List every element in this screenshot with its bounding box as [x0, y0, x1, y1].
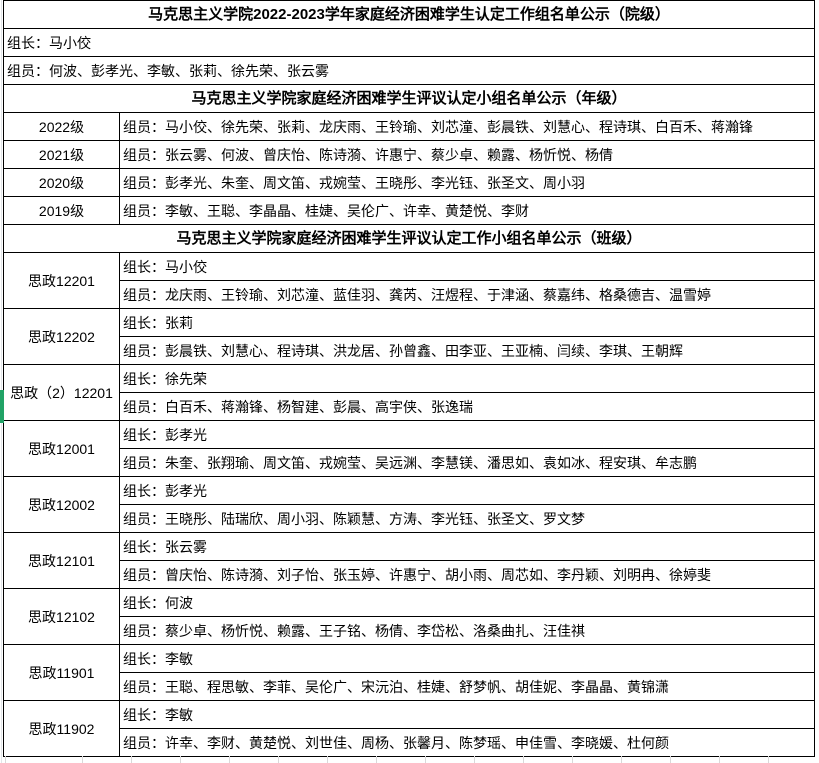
table-row: 思政12002 组长：彭孝光: [3, 476, 815, 533]
title-class-level[interactable]: 马克思主义学院家庭经济困难学生评议认定工作小组名单公示（班级）: [3, 224, 815, 253]
class-leader-cell[interactable]: 组长：彭孝光: [119, 420, 815, 449]
table-row: 组员：何波、彭孝光、李敏、张莉、徐先荣、张云雾: [3, 56, 815, 85]
announcement-table: 马克思主义学院2022-2023学年家庭经济困难学生认定工作组名单公示（院级） …: [3, 0, 815, 757]
table-row: 马克思主义学院家庭经济困难学生评议认定工作小组名单公示（班级）: [3, 224, 815, 253]
class-leader-cell[interactable]: 组长：何波: [119, 588, 815, 617]
table-row: 思政12102 组长：何波: [3, 588, 815, 645]
grade-members-cell[interactable]: 组员：李敏、王聪、李晶晶、桂婕、吴伦广、许幸、黄楚悦、李财: [119, 196, 815, 225]
table-row: 思政（2）12201 组长：徐先荣: [3, 364, 815, 421]
table-row: 组员：蔡少卓、杨忻悦、赖露、王子铭、杨倩、李岱松、洛桑曲扎、汪佳祺: [4, 616, 815, 645]
table-row: 思政12201 组长：马小佼: [3, 252, 815, 309]
table-row: 2022级 组员：马小佼、徐先荣、张莉、龙庆雨、王铃瑜、刘芯潼、彭晨铁、刘慧心、…: [3, 112, 815, 141]
class-label[interactable]: 思政12201: [3, 252, 120, 309]
class-members-cell[interactable]: 组员：王晓彤、陆瑞欣、周小羽、陈颖慧、方涛、李光钰、张圣文、罗文梦: [119, 504, 815, 533]
class-label[interactable]: 思政12002: [3, 476, 120, 533]
grade-label[interactable]: 2022级: [3, 112, 120, 141]
grade-label[interactable]: 2019级: [3, 196, 120, 225]
table-row: 思政12202 组长：张莉: [3, 308, 815, 365]
table-row: 思政12101 组长：张云雾: [3, 532, 815, 589]
class-members-cell[interactable]: 组员：彭晨铁、刘慧心、程诗琪、洪龙居、孙曾鑫、田李亚、王亚楠、闫续、李琪、王朝辉: [119, 336, 815, 365]
table-row: 组员：许幸、李财、黄楚悦、刘世佳、周杨、张馨月、陈梦瑶、申佳雪、李晓媛、杜何颜: [4, 728, 815, 757]
class-leader-cell[interactable]: 组长：马小佼: [119, 252, 815, 281]
class-leader-cell[interactable]: 组长：李敏: [119, 644, 815, 673]
grade-members-cell[interactable]: 组员：彭孝光、朱奎、周文笛、戎婉莹、王晓彤、李光钰、张圣文、周小羽: [119, 168, 815, 197]
table-row: 马克思主义学院家庭经济困难学生评议认定小组名单公示（年级）: [3, 84, 815, 113]
table-row: 组员：朱奎、张翔瑜、周文笛、戎婉莹、吴远渊、李慧镁、潘思如、袁如冰、程安琪、牟志…: [4, 448, 815, 477]
grade-label[interactable]: 2021级: [3, 140, 120, 169]
table-row: 马克思主义学院2022-2023学年家庭经济困难学生认定工作组名单公示（院级）: [3, 0, 815, 29]
class-members-cell[interactable]: 组员：曾庆怡、陈诗漪、刘子怡、张玉婷、许惠宁、胡小雨、周芯如、李丹颖、刘明冉、徐…: [119, 560, 815, 589]
table-row: 思政12001 组长：彭孝光: [3, 420, 815, 477]
class-members-cell[interactable]: 组员：朱奎、张翔瑜、周文笛、戎婉莹、吴远渊、李慧镁、潘思如、袁如冰、程安琪、牟志…: [119, 448, 815, 477]
class-leader-cell[interactable]: 组长：彭孝光: [119, 476, 815, 505]
sheet-gridline: [1, 0, 2, 763]
table-row: 2019级 组员：李敏、王聪、李晶晶、桂婕、吴伦广、许幸、黄楚悦、李财: [3, 196, 815, 225]
college-leader-cell[interactable]: 组长：马小佼: [3, 28, 815, 57]
table-row: 组长：马小佼: [3, 28, 815, 57]
class-leader-cell[interactable]: 组长：徐先荣: [119, 364, 815, 393]
table-row: 2021级 组员：张云雾、何波、曾庆怡、陈诗漪、许惠宁、蔡少卓、赖露、杨忻悦、杨…: [3, 140, 815, 169]
class-members-cell[interactable]: 组员：龙庆雨、王铃瑜、刘芯潼、蓝佳羽、龚芮、汪煜程、于津涵、蔡嘉纬、格桑德吉、温…: [119, 280, 815, 309]
class-label[interactable]: 思政12101: [3, 532, 120, 589]
table-row: 组员：曾庆怡、陈诗漪、刘子怡、张玉婷、许惠宁、胡小雨、周芯如、李丹颖、刘明冉、徐…: [4, 560, 815, 589]
table-row: 组员：王晓彤、陆瑞欣、周小羽、陈颖慧、方涛、李光钰、张圣文、罗文梦: [4, 504, 815, 533]
college-members-cell[interactable]: 组员：何波、彭孝光、李敏、张莉、徐先荣、张云雾: [3, 56, 815, 85]
class-leader-cell[interactable]: 组长：张莉: [119, 308, 815, 337]
class-leader-cell[interactable]: 组长：张云雾: [119, 532, 815, 561]
empty-grid-row: [3, 756, 815, 763]
class-members-cell[interactable]: 组员：王聪、程思敏、李菲、吴伦广、宋沅泊、桂婕、舒梦帆、胡佳妮、李晶晶、黄锦潇: [119, 672, 815, 701]
grade-members-cell[interactable]: 组员：马小佼、徐先荣、张莉、龙庆雨、王铃瑜、刘芯潼、彭晨铁、刘慧心、程诗琪、白百…: [119, 112, 815, 141]
grade-members-cell[interactable]: 组员：张云雾、何波、曾庆怡、陈诗漪、许惠宁、蔡少卓、赖露、杨忻悦、杨倩: [119, 140, 815, 169]
class-members-cell[interactable]: 组员：许幸、李财、黄楚悦、刘世佳、周杨、张馨月、陈梦瑶、申佳雪、李晓媛、杜何颜: [119, 728, 815, 757]
table-row: 思政11902 组长：李敏: [3, 700, 815, 757]
class-label[interactable]: 思政12102: [3, 588, 120, 645]
selection-indicator: [0, 390, 4, 423]
class-label[interactable]: 思政（2）12201: [3, 364, 120, 421]
class-label[interactable]: 思政12001: [3, 420, 120, 477]
table-row: 组员：彭晨铁、刘慧心、程诗琪、洪龙居、孙曾鑫、田李亚、王亚楠、闫续、李琪、王朝辉: [4, 336, 815, 365]
grade-label[interactable]: 2020级: [3, 168, 120, 197]
class-members-cell[interactable]: 组员：白百禾、蒋瀚锋、杨智建、彭晨、高宇侠、张逸瑞: [119, 392, 815, 421]
class-leader-cell[interactable]: 组长：李敏: [119, 700, 815, 729]
table-row: 2020级 组员：彭孝光、朱奎、周文笛、戎婉莹、王晓彤、李光钰、张圣文、周小羽: [3, 168, 815, 197]
table-row: 组员：龙庆雨、王铃瑜、刘芯潼、蓝佳羽、龚芮、汪煜程、于津涵、蔡嘉纬、格桑德吉、温…: [4, 280, 815, 309]
class-label[interactable]: 思政11902: [3, 700, 120, 757]
class-label[interactable]: 思政12202: [3, 308, 120, 365]
table-row: 思政11901 组长：李敏: [3, 644, 815, 701]
table-row: 组员：王聪、程思敏、李菲、吴伦广、宋沅泊、桂婕、舒梦帆、胡佳妮、李晶晶、黄锦潇: [4, 672, 815, 701]
class-label[interactable]: 思政11901: [3, 644, 120, 701]
class-members-cell[interactable]: 组员：蔡少卓、杨忻悦、赖露、王子铭、杨倩、李岱松、洛桑曲扎、汪佳祺: [119, 616, 815, 645]
title-college-level[interactable]: 马克思主义学院2022-2023学年家庭经济困难学生认定工作组名单公示（院级）: [3, 0, 815, 29]
title-grade-level[interactable]: 马克思主义学院家庭经济困难学生评议认定小组名单公示（年级）: [3, 84, 815, 113]
table-row: 组员：白百禾、蒋瀚锋、杨智建、彭晨、高宇侠、张逸瑞: [4, 392, 815, 421]
